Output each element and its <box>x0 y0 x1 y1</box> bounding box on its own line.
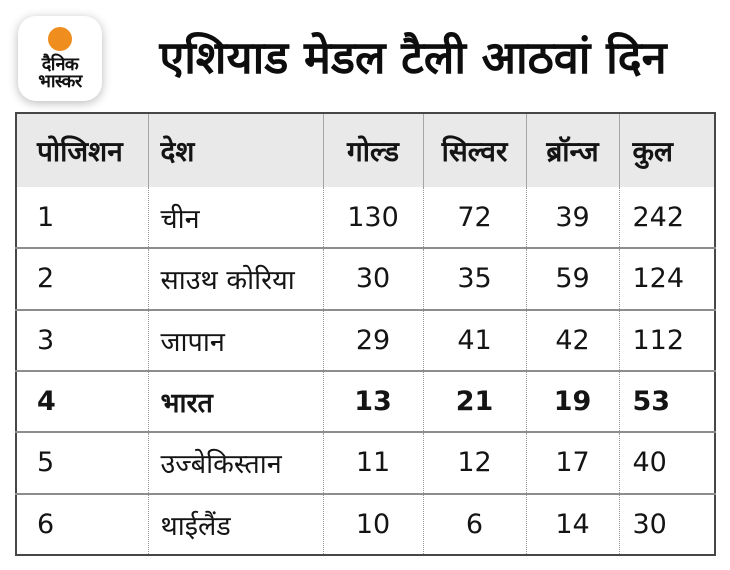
table-header-row: पोजिशन देश गोल्ड सिल्वर ब्रॉन्ज कुल <box>16 113 715 187</box>
silver-cell: 72 <box>423 187 527 249</box>
sun-dot-icon <box>48 26 72 51</box>
total-cell: 124 <box>619 247 715 310</box>
table-row: 5 उज्बेकिस्तान 11 12 17 40 <box>16 431 715 494</box>
bronze-cell: 42 <box>526 308 620 371</box>
table-row: 3 जापान 29 41 42 112 <box>16 308 715 371</box>
total-cell: 112 <box>619 308 715 371</box>
gold-cell: 30 <box>323 247 424 310</box>
gold-cell: 130 <box>323 187 424 249</box>
country-cell: उज्बेकिस्तान <box>148 431 324 494</box>
total-cell: 40 <box>619 431 715 494</box>
total-cell: 53 <box>619 369 715 433</box>
total-cell: 242 <box>619 187 715 249</box>
table-row: 2 साउथ कोरिया 30 35 59 124 <box>16 247 715 310</box>
country-cell: चीन <box>148 187 324 249</box>
logo-text: दैनिक भास्कर <box>38 53 82 92</box>
gold-cell: 10 <box>323 492 424 555</box>
table-row: 1 चीन 130 72 39 242 <box>16 187 715 249</box>
country-cell: जापान <box>148 308 324 371</box>
gold-cell: 13 <box>323 369 424 433</box>
column-header-total: कुल <box>619 113 715 187</box>
page-title: एशियाड मेडल टैली आठवां दिन <box>159 30 667 84</box>
position-cell: 6 <box>16 492 149 555</box>
column-header-silver: सिल्वर <box>423 113 527 187</box>
total-cell: 30 <box>619 492 715 555</box>
table-row-india-highlighted: 4 भारत 13 21 19 53 <box>16 369 715 433</box>
masthead: दैनिक भास्कर एशियाड मेडल टैली आठवां दिन <box>0 0 730 112</box>
bronze-cell: 59 <box>526 247 620 310</box>
position-cell: 5 <box>16 431 149 494</box>
logo-line1: दैनिक <box>41 53 79 75</box>
medal-tally-table: पोजिशन देश गोल्ड सिल्वर ब्रॉन्ज कुल 1 ची… <box>15 112 716 556</box>
silver-cell: 12 <box>423 431 527 494</box>
bronze-cell: 14 <box>526 492 620 555</box>
dainik-bhaskar-logo: दैनिक भास्कर <box>18 15 102 101</box>
column-header-position: पोजिशन <box>16 113 149 187</box>
country-cell: थाईलैंड <box>148 492 324 555</box>
position-cell: 3 <box>16 308 149 371</box>
bronze-cell: 19 <box>526 369 620 433</box>
column-header-bronze: ब्रॉन्ज <box>526 113 620 187</box>
bronze-cell: 39 <box>526 187 620 249</box>
gold-cell: 29 <box>323 308 424 371</box>
country-cell: साउथ कोरिया <box>148 247 324 310</box>
position-cell: 2 <box>16 247 149 310</box>
logo-line2: भास्कर <box>38 70 82 92</box>
table-row: 6 थाईलैंड 10 6 14 30 <box>16 492 715 555</box>
position-cell: 1 <box>16 187 149 249</box>
bronze-cell: 17 <box>526 431 620 494</box>
silver-cell: 21 <box>423 369 527 433</box>
silver-cell: 35 <box>423 247 527 310</box>
silver-cell: 6 <box>423 492 527 555</box>
gold-cell: 11 <box>323 431 424 494</box>
position-cell: 4 <box>16 369 149 433</box>
silver-cell: 41 <box>423 308 527 371</box>
country-cell: भारत <box>148 369 324 433</box>
column-header-gold: गोल्ड <box>323 113 424 187</box>
column-header-country: देश <box>148 113 324 187</box>
